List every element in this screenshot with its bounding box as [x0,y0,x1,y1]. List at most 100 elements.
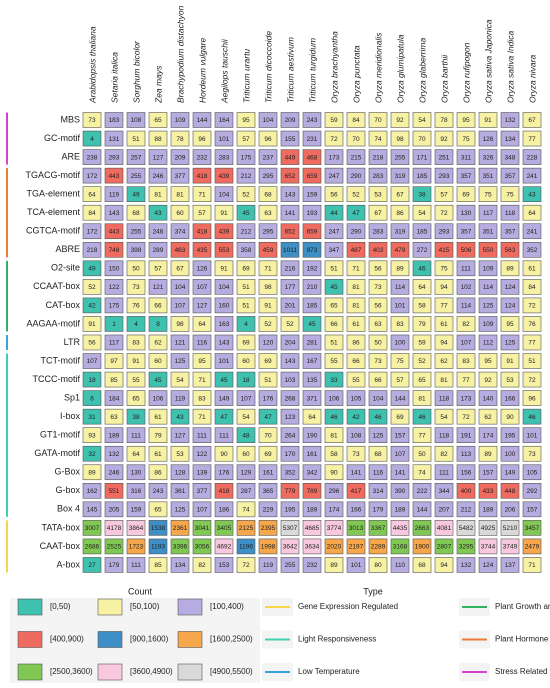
cell-label: 789 [307,488,318,495]
cell-label: 113 [461,451,472,458]
cell-label: 218 [87,247,98,254]
cell-label: 159 [131,507,142,514]
heatmap-cell [324,482,344,499]
heatmap-cell [456,149,476,165]
heatmap-cell [192,371,212,388]
cell-label: 1193 [151,544,165,551]
row-label: TCT-motif [41,355,81,365]
cell-label: 550 [483,247,494,254]
heatmap-cell [324,390,344,406]
cell-label: 125 [505,340,516,347]
heatmap-cell [280,167,300,184]
cell-label: 18 [88,377,96,384]
heatmap-cell [192,557,212,573]
heatmap-cell [258,130,278,147]
cell-label: 176 [219,469,230,476]
cell-label: 74 [418,469,426,476]
heatmap-cell [236,334,256,351]
cell-label: 1723 [129,544,144,551]
heatmap-cell [258,204,278,221]
heatmap-cell [126,353,146,369]
cell-label: 71 [198,377,206,384]
row-label: CAAT-box [40,541,81,551]
heatmap-cell [500,538,520,555]
heatmap-cell [104,130,124,147]
cell-label: 110 [395,562,406,569]
legend-swatch [97,663,123,681]
heatmap-cell [434,482,454,499]
heatmap-cell [412,260,432,277]
cell-label: 212 [241,228,252,235]
cell-label: 108 [351,432,362,439]
heatmap-cell [302,112,322,128]
heatmap-cell [500,501,520,518]
heatmap-cell [302,464,322,481]
heatmap-cell [148,445,168,462]
heatmap-cell [412,482,432,499]
heatmap-cell [478,204,498,221]
cell-label: 209 [175,154,186,161]
cell-label: 652 [285,228,296,235]
cell-label: 55 [132,377,140,384]
heatmap-cell [412,445,432,462]
heatmap-cell [522,464,542,481]
cell-label: 101 [351,562,362,569]
heatmap-cell [82,167,102,184]
heatmap-cell [522,130,542,147]
cell-label: 53 [176,451,184,458]
heatmap-cell [104,186,124,202]
heatmap-cell [368,223,388,240]
legend-label: [2500,3600) [50,667,93,676]
row-label: GT1-motif [40,430,81,440]
cell-label: 123 [285,414,296,421]
cell-label: 54 [418,210,426,217]
cell-label: 54 [176,377,184,384]
heatmap-cell [104,390,124,406]
row-label: G-box [55,485,80,495]
heatmap-cell [236,297,256,314]
heatmap-cell [390,482,410,499]
heatmap-cell [522,371,542,388]
cell-label: 1998 [261,544,276,551]
heatmap-cell [434,390,454,406]
heatmap-cell [302,353,322,369]
heatmap-cell [170,501,190,518]
heatmap-cell [104,149,124,165]
heatmap-cell [346,112,366,128]
cell-label: 1538 [151,525,166,532]
cell-label: 189 [307,507,318,514]
heatmap-cell [500,482,520,499]
cell-label: 157 [527,507,538,514]
cell-label: 241 [527,228,538,235]
cell-label: 76 [132,303,140,310]
legend-swatch [17,631,43,648]
cell-label: 51 [242,284,250,291]
cell-label: 156 [461,469,472,476]
heatmap-cell [170,334,190,351]
legend-label: [0,50) [50,602,71,611]
cell-label: 255 [131,173,142,180]
heatmap-cell [82,279,102,295]
heatmap-cell [500,297,520,314]
cell-label: 149 [505,469,516,476]
cell-label: 206 [505,507,516,514]
heatmap-cell [368,130,388,147]
cell-label: 357 [505,173,516,180]
heatmap-cell [478,557,498,573]
heatmap-cell [412,408,432,425]
cell-label: 172 [87,173,98,180]
heatmap-cell [214,223,234,240]
cell-label: 106 [153,395,164,402]
cell-label: 57 [154,266,162,273]
cell-label: 143 [219,340,230,347]
heatmap-cell [214,260,234,277]
legend-label: [900,1600) [130,635,169,644]
heatmap-cell [324,353,344,369]
heatmap-cell [412,241,432,258]
cell-label: 55 [330,358,338,365]
cell-label: 4 [90,136,94,143]
heatmap-cell [192,520,212,536]
heatmap-cell [434,204,454,221]
cell-label: 433 [483,488,494,495]
column-label: Oryza barthii [439,54,449,103]
